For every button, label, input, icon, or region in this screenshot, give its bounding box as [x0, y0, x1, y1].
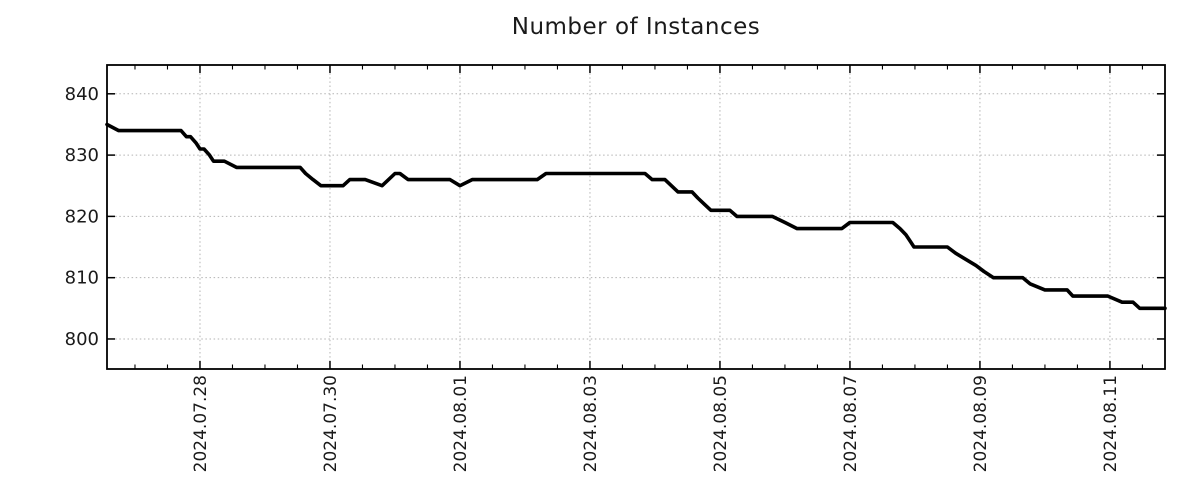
x-tick-label: 2024.08.03 [581, 375, 601, 472]
x-tick-label: 2024.08.09 [971, 375, 991, 472]
x-tick-label: 2024.07.30 [321, 375, 341, 472]
y-tick-label: 800 [65, 329, 99, 350]
x-tick-label: 2024.08.01 [451, 375, 471, 472]
y-tick-label: 820 [65, 206, 99, 227]
y-tick-label: 830 [65, 145, 99, 166]
y-tick-label: 810 [65, 268, 99, 289]
x-tick-label: 2024.07.28 [191, 375, 211, 472]
series-line [105, 122, 1167, 311]
x-tick-label: 2024.08.05 [711, 375, 731, 472]
x-tick-label: 2024.08.07 [841, 375, 861, 472]
x-tick-label: 2024.08.11 [1101, 375, 1121, 472]
plot-border [106, 64, 1166, 370]
chart-title: Number of Instances [511, 14, 761, 40]
y-tick-label: 840 [65, 84, 99, 105]
